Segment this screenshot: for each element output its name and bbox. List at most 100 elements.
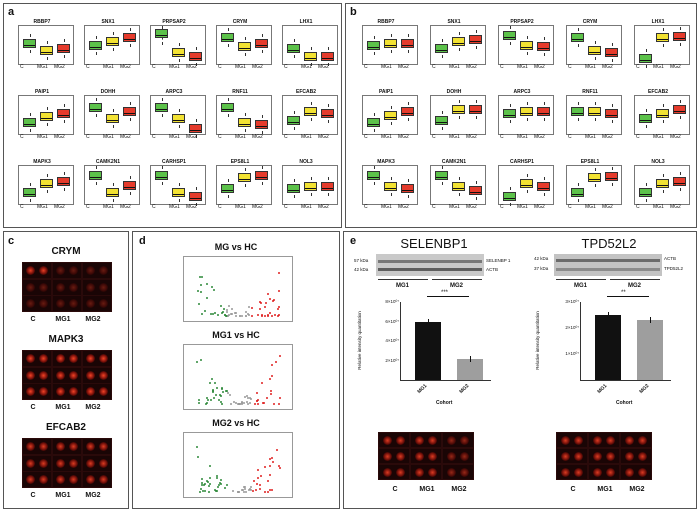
volcano-point [212,389,215,392]
volcano-point [277,314,280,317]
selenbp1-ylabel: Relative intensity quantitation [356,311,362,370]
x-label-mg2: MG2 [252,134,263,140]
box-mg2 [401,38,414,48]
blot-spot [99,475,108,485]
volcano-point [206,398,209,401]
blot-spot [415,468,424,477]
boxplot-title: ARPC3 [513,89,531,95]
median-line [504,37,515,38]
boxplot-frame [430,165,486,205]
boxplot-frame [84,25,140,65]
boxplot-efcab2: EFCAB2 C MG1 MG2 [274,88,338,142]
blot-spot [428,436,437,445]
volcano-point [199,490,202,493]
box-c [287,44,300,54]
blot-cell [23,351,51,366]
x-label-mg2: MG2 [602,64,613,70]
volcano-point [219,479,222,482]
blot-cell [53,279,81,295]
x-label-mg2: MG2 [186,134,197,140]
blot-spot [593,436,602,445]
blot-cell [621,433,651,447]
box-mg1 [384,110,397,120]
boxplot-rbbp7: RBBP7 C MG1 MG2 [10,18,74,72]
volcano-point [201,484,204,487]
volcano-point [276,448,279,451]
box-c [639,54,652,63]
boxplot-frame [18,95,74,135]
median-line [521,46,532,48]
boxplot-frame [362,165,418,205]
blot-cell [379,465,409,479]
volcano-point [248,314,251,317]
blot-spot [39,266,48,275]
volcano-point [277,464,280,467]
median-line [368,177,379,178]
x-label-mg1: MG1 [301,204,312,210]
boxplot-camk2n1: CAMK2N1 C MG1 MG2 [76,158,140,212]
blot-cell [53,351,81,366]
box-c [503,31,516,40]
tpd52l2-kda-42: 42 kDa [534,256,549,261]
x-label-mg2: MG2 [398,204,409,210]
blot-cell [53,439,81,454]
volcano-point [197,303,200,306]
box-mg2 [57,108,70,118]
x-label-c: C [636,64,640,70]
median-line [222,38,233,40]
blot-spot [86,370,95,380]
tpd52l2-actb-label: ACTB [664,256,677,261]
volcano-point [263,401,266,404]
volcano-point [210,312,213,315]
blot-spot [574,452,583,461]
median-line [190,130,201,131]
median-line [256,177,267,178]
blot-cell [443,433,473,447]
volcano-point [201,482,204,485]
x-label-c: C [500,134,504,140]
panel-b: b RBBP7 C MG1 MG2 SNX1 C MG1 MG2 PRPSAP2 C MG1 MG2 C… [345,3,697,228]
e-blot-col-label: MG1 [597,486,613,493]
volcano-point [268,312,271,315]
box-mg1 [656,178,669,188]
x-label-mg1: MG1 [301,64,312,70]
blot-spot [26,475,35,485]
box-mg1 [452,182,465,192]
volcano-point [220,394,223,397]
box-c [435,44,448,54]
blot-spot [99,387,108,397]
error-bar [470,355,471,362]
median-line [173,194,184,196]
median-line [222,190,233,192]
selenbp1-kda-42: 42 kDa [354,267,369,272]
median-line [470,40,481,42]
volcano-point [279,397,282,400]
box-mg1 [304,182,317,192]
box-c [639,114,652,124]
boxplot-frame [362,25,418,65]
blot-spot [26,354,35,363]
x-label-mg1: MG1 [103,134,114,140]
blot-col-label: MG2 [85,404,101,411]
boxplot-frame [566,165,622,205]
blot-cell [23,263,51,278]
blot-cell [443,465,473,479]
volcano-point [249,489,252,492]
x-label-c: C [284,64,288,70]
median-line [288,122,299,124]
x-label-mg1: MG1 [653,134,664,140]
x-label-mg1: MG1 [381,134,392,140]
volcano-point [200,284,203,287]
box-mg1 [452,104,465,114]
blot-spot [69,299,78,309]
blot-spot [460,468,469,477]
blot-cell [83,279,111,295]
volcano-point [212,313,215,316]
volcano-point [277,271,280,274]
x-label-mg2: MG2 [318,64,329,70]
boxplot-dohh: DOHH C MG1 MG2 [422,88,486,142]
x-label-c: C [432,204,436,210]
volcano-point [240,314,243,317]
volcano-point [255,489,258,492]
box-mg2 [401,184,414,194]
